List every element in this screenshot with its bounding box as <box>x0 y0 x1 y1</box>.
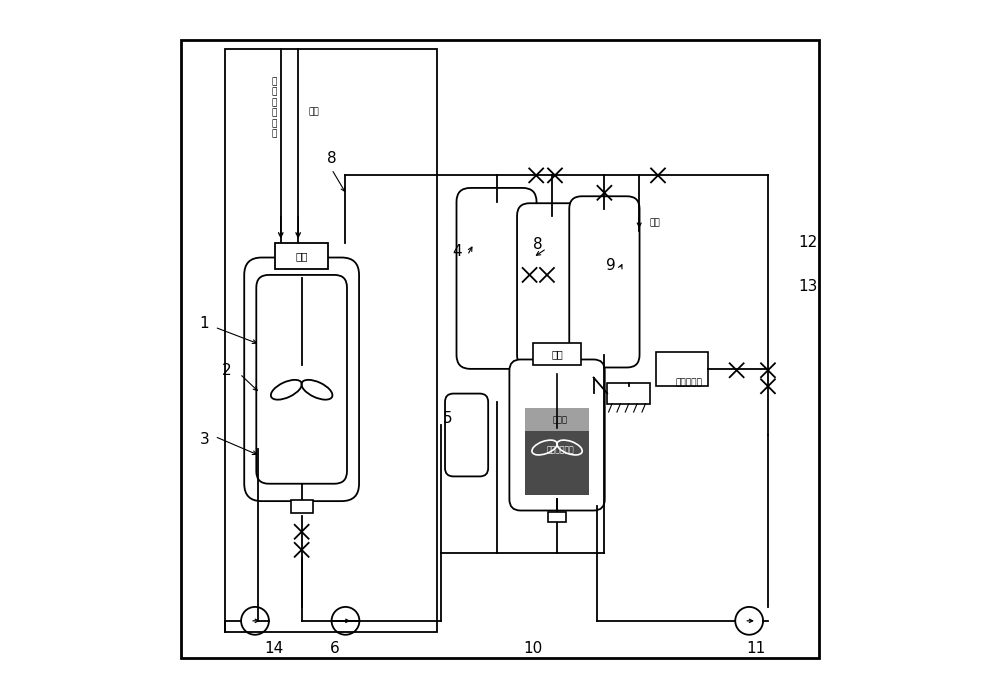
Text: 8: 8 <box>327 151 336 166</box>
Text: 9: 9 <box>606 258 616 274</box>
Bar <box>533 342 581 365</box>
Text: 8: 8 <box>533 237 543 253</box>
FancyBboxPatch shape <box>569 196 640 367</box>
Bar <box>225 49 437 632</box>
Text: 13: 13 <box>798 279 817 294</box>
Bar <box>181 40 819 658</box>
Text: 6: 6 <box>329 641 339 656</box>
Text: 3: 3 <box>199 432 209 448</box>
Bar <box>548 512 566 522</box>
FancyBboxPatch shape <box>244 258 359 501</box>
Bar <box>656 352 708 386</box>
Text: 电机: 电机 <box>551 349 563 359</box>
Text: 电机: 电机 <box>295 251 308 261</box>
Text: 产品层: 产品层 <box>553 416 568 424</box>
Text: 氨气: 氨气 <box>308 107 319 116</box>
Bar <box>525 431 589 496</box>
Bar <box>275 243 328 269</box>
Text: 1: 1 <box>199 316 209 331</box>
Text: 4: 4 <box>452 244 462 260</box>
Bar <box>469 311 576 358</box>
Text: 14: 14 <box>264 641 283 656</box>
FancyBboxPatch shape <box>445 394 488 476</box>
Text: 5: 5 <box>443 411 453 427</box>
Bar <box>525 408 589 431</box>
Bar <box>607 383 650 404</box>
Text: 氨气: 氨气 <box>649 219 660 227</box>
Text: 三
甲
基
氯
硅
烷: 三 甲 基 氯 硅 烷 <box>271 77 276 139</box>
Text: 11: 11 <box>747 641 766 656</box>
Bar <box>291 500 313 513</box>
FancyBboxPatch shape <box>509 360 605 511</box>
Text: 2: 2 <box>222 363 232 378</box>
Text: 氯化铵滤饼: 氯化铵滤饼 <box>675 379 702 387</box>
FancyBboxPatch shape <box>456 188 537 369</box>
Text: 12: 12 <box>798 235 817 250</box>
Text: 氯化铵溶液层: 氯化铵溶液层 <box>547 446 574 454</box>
Text: 10: 10 <box>524 641 543 656</box>
FancyBboxPatch shape <box>517 203 587 367</box>
